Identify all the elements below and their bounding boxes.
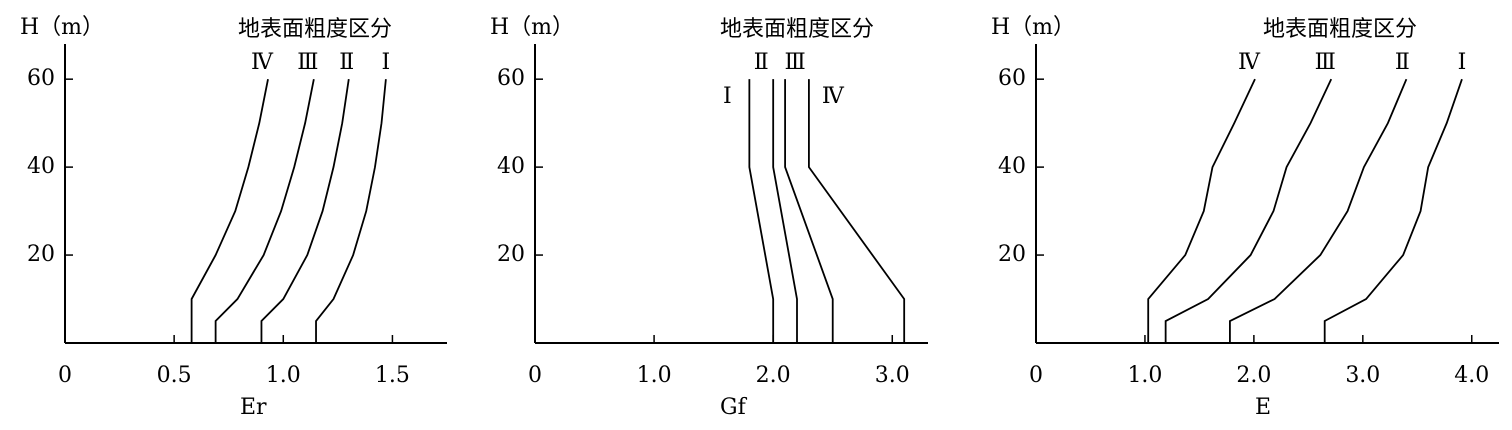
x-tick-label: 0 <box>528 363 542 388</box>
y-tick-label: 40 <box>497 154 525 179</box>
y-tick-label: 60 <box>497 66 525 91</box>
y-tick-label: 20 <box>497 242 525 267</box>
series-line <box>748 79 775 343</box>
y-tick-label: 40 <box>998 154 1026 179</box>
x-tick-label: 2.0 <box>1236 363 1271 388</box>
series-label: Ⅱ <box>754 50 769 75</box>
x-tick-label: 2.0 <box>756 363 791 388</box>
series-label: Ⅲ <box>1315 50 1336 75</box>
x-tick-label: 4.0 <box>1454 363 1489 388</box>
y-tick-label: 20 <box>998 242 1026 267</box>
series-label: Ⅱ <box>339 50 354 75</box>
series-label: Ⅰ <box>723 84 732 109</box>
y-axis-label: H（m） <box>991 15 1075 40</box>
x-tick-label: 1.5 <box>375 363 410 388</box>
y-tick-label: 20 <box>27 242 55 267</box>
x-tick-label: 3.0 <box>875 363 910 388</box>
series-line <box>1164 78 1333 343</box>
series-line <box>315 79 387 343</box>
series-label: Ⅱ <box>1395 50 1410 75</box>
x-tick-label: 0 <box>58 363 72 388</box>
x-tick-label: 1.0 <box>1127 363 1162 388</box>
legend-title: 地表面粗度区分 <box>238 17 392 42</box>
series-line <box>784 79 834 343</box>
series-line <box>772 79 798 343</box>
y-tick-label: 40 <box>27 154 55 179</box>
series-line <box>190 79 269 343</box>
y-axis-label: H（m） <box>20 15 104 40</box>
series-line <box>1229 78 1408 343</box>
series-line <box>808 79 906 343</box>
series-line <box>1147 78 1256 343</box>
y-tick-label: 60 <box>27 66 55 91</box>
series-label: Ⅰ <box>382 50 391 75</box>
x-tick-label: 1.0 <box>637 363 672 388</box>
series-label: Ⅲ <box>297 50 318 75</box>
x-tick-label: 0 <box>1029 363 1043 388</box>
series-label: Ⅳ <box>822 84 845 109</box>
series-label: Ⅲ <box>784 50 805 75</box>
series-line <box>214 79 315 343</box>
series-label: Ⅰ <box>1458 50 1467 75</box>
series-line <box>260 79 350 343</box>
legend-title: 地表面粗度区分 <box>720 17 874 42</box>
x-tick-label: 1.0 <box>266 363 301 388</box>
x-axis-label: Gf <box>720 395 748 420</box>
series-label: Ⅳ <box>251 50 274 75</box>
y-axis-label: H（m） <box>490 15 574 40</box>
x-axis-label: Er <box>240 395 267 420</box>
x-tick-label: 3.0 <box>1345 363 1380 388</box>
x-tick-label: 0.5 <box>157 363 192 388</box>
series-line <box>1323 78 1463 343</box>
x-axis-label: E <box>1255 395 1271 420</box>
y-tick-label: 60 <box>998 66 1026 91</box>
legend-title: 地表面粗度区分 <box>1263 17 1417 42</box>
series-label: Ⅳ <box>1238 50 1261 75</box>
